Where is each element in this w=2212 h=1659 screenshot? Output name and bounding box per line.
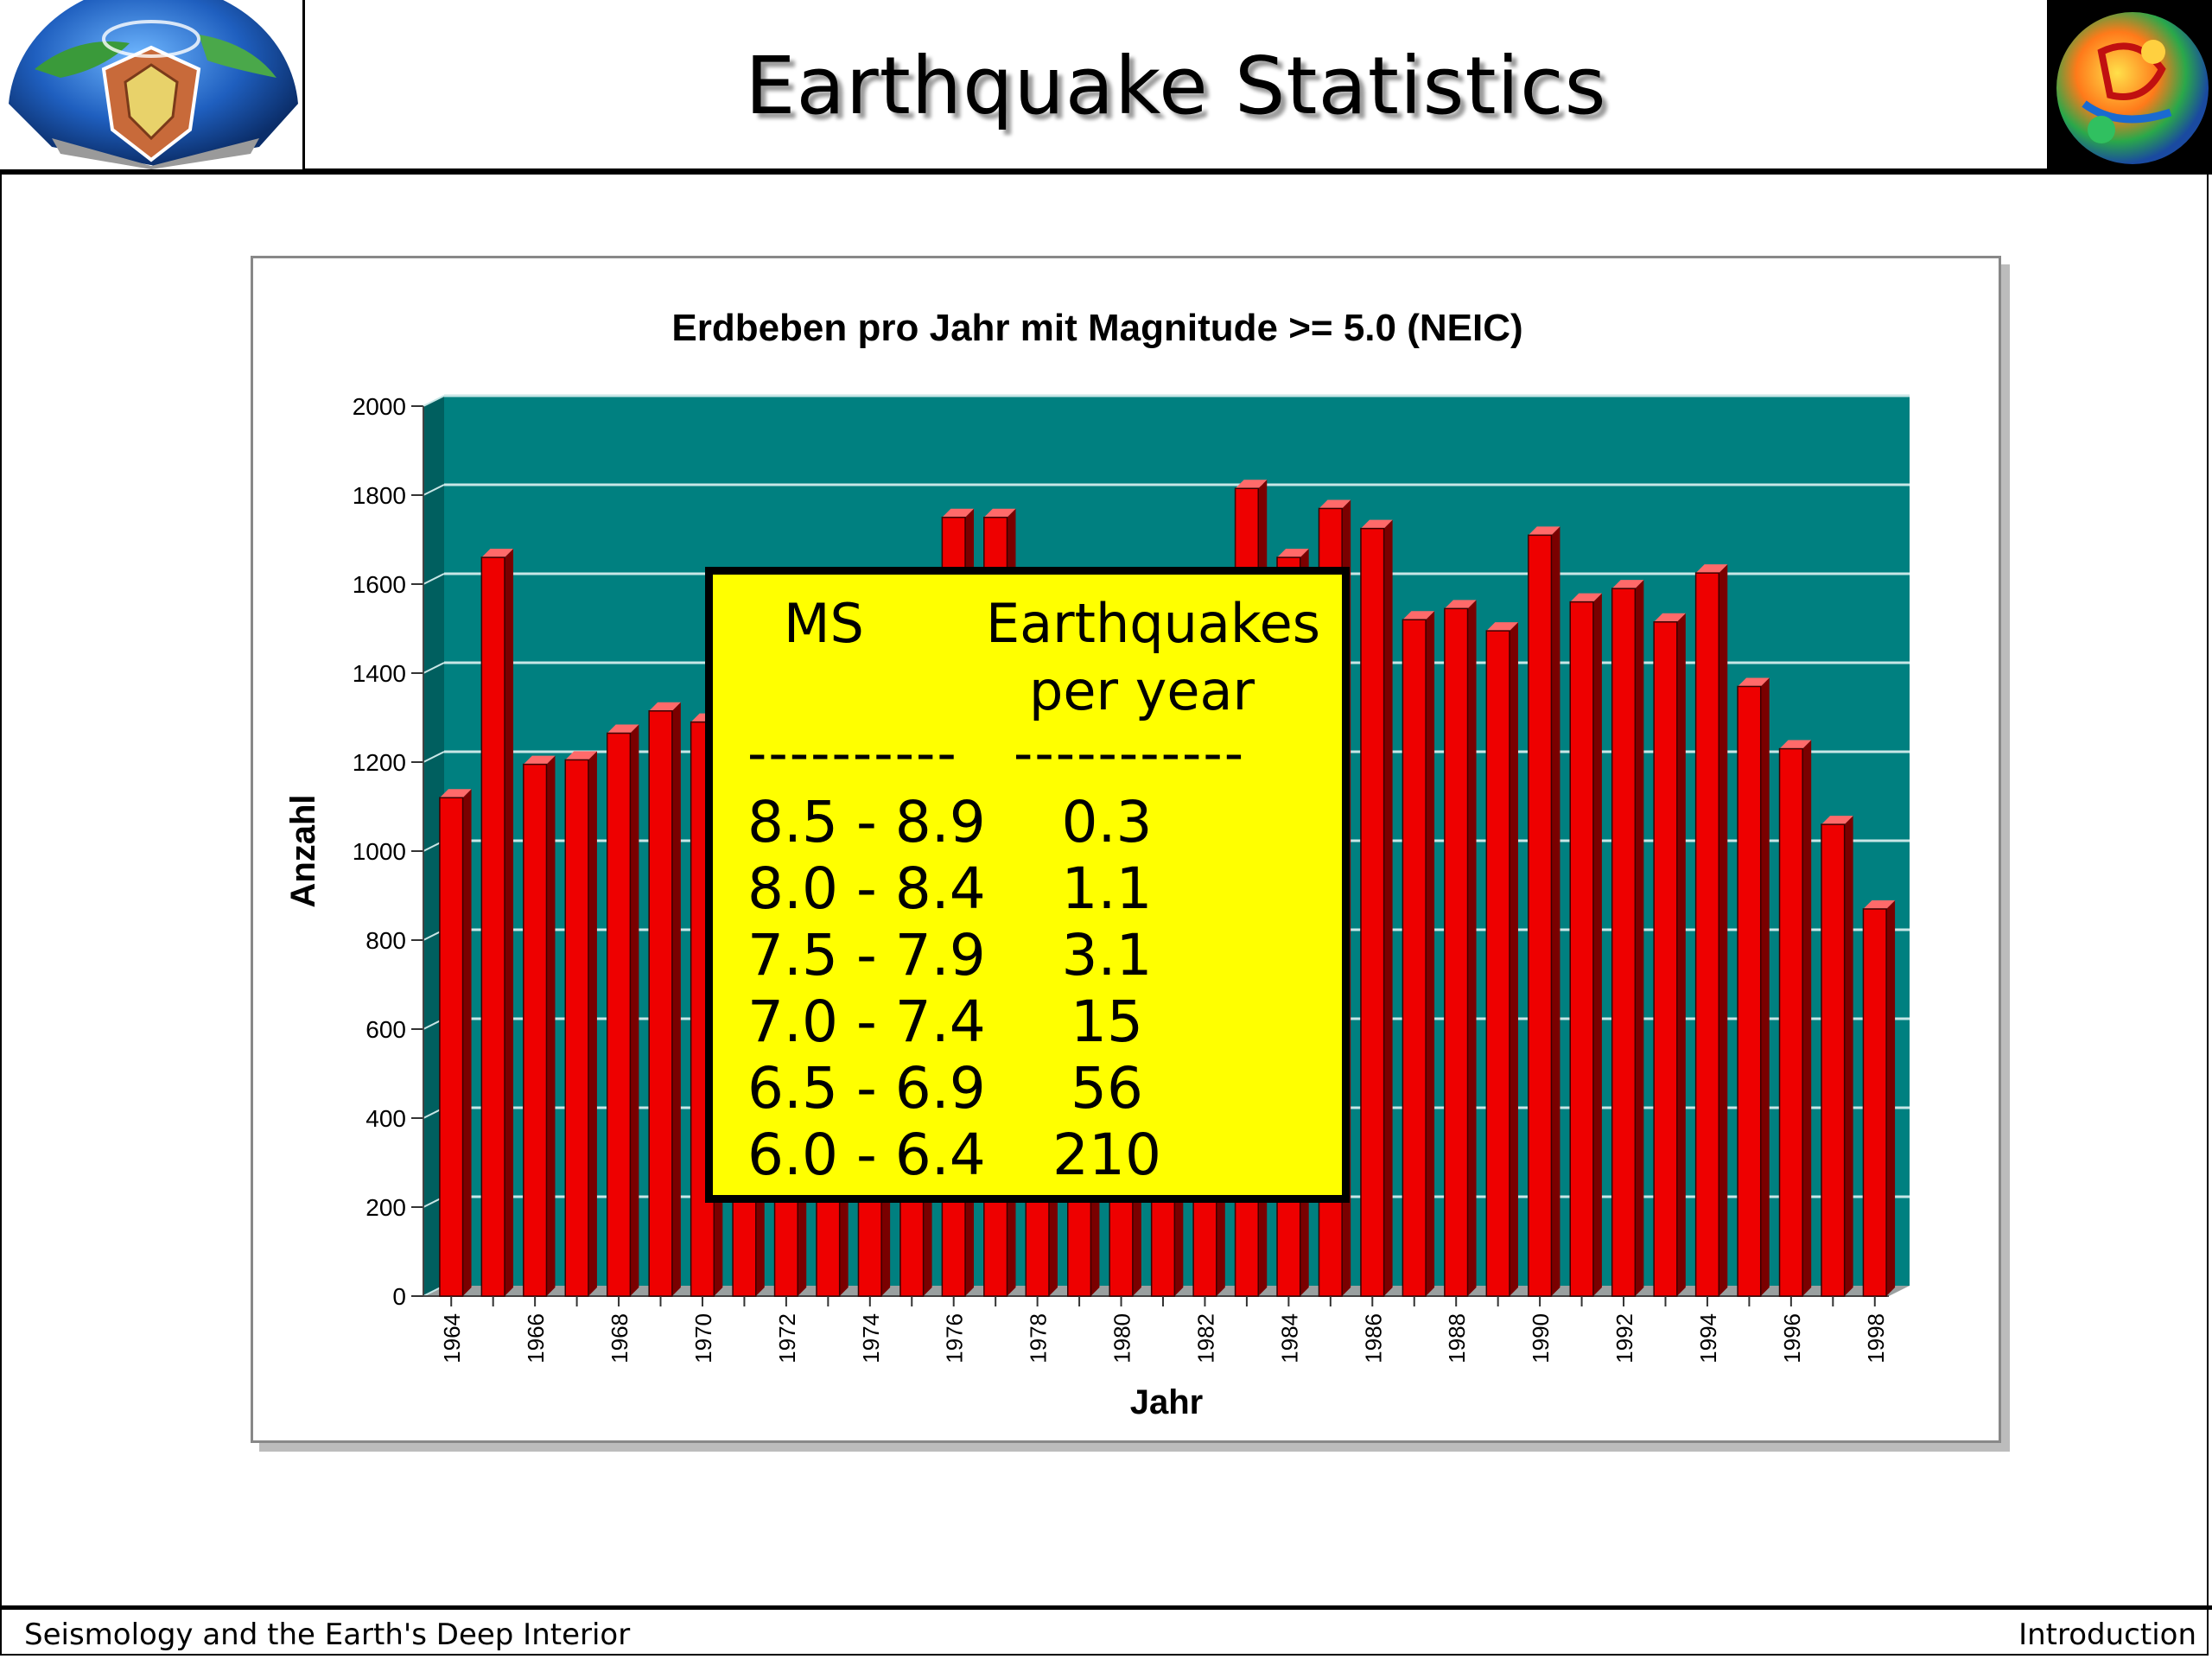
x-tick-label: 1994	[1695, 1313, 1721, 1363]
y-tick-label: 1000	[353, 838, 406, 865]
bar-1991	[1569, 593, 1602, 1297]
table-row-magnitude: 8.0 - 8.4	[747, 855, 986, 922]
x-tick-label: 1974	[858, 1313, 884, 1363]
y-tick-label: 600	[365, 1016, 406, 1043]
bar-1994	[1694, 564, 1728, 1297]
bar-1969	[648, 702, 681, 1297]
bar-1993	[1653, 613, 1686, 1297]
bar-1988	[1444, 600, 1477, 1297]
x-axis-label: Jahr	[1130, 1383, 1204, 1421]
table-divider-left: ----------	[747, 721, 958, 785]
bar-1995	[1737, 677, 1770, 1297]
x-tick-label: 1970	[690, 1313, 716, 1363]
header-box	[302, 0, 2050, 171]
x-tick-label: 1996	[1779, 1313, 1805, 1363]
table-row-per-year: 0.3	[1061, 789, 1153, 855]
y-tick-label: 2000	[353, 393, 406, 420]
table-row-per-year: 56	[1071, 1055, 1143, 1122]
gridline-side	[423, 395, 445, 407]
gridline-side	[423, 573, 445, 585]
footer-course-title: Seismology and the Earth's Deep Interior	[24, 1618, 631, 1652]
gridline-side	[423, 751, 445, 763]
gridline-side	[423, 662, 445, 674]
page-title: Earthquake Statistics	[745, 39, 1607, 132]
y-tick-label: 1800	[353, 482, 406, 509]
bar-1998	[1862, 899, 1896, 1297]
x-tick-label: 1982	[1192, 1313, 1218, 1363]
gridline-side	[423, 484, 445, 496]
y-tick-label: 1400	[353, 660, 406, 687]
x-tick-label: 1968	[607, 1313, 632, 1363]
table-header-earthquakes: Earthquakes	[986, 592, 1321, 655]
table-row-magnitude: 6.0 - 6.4	[747, 1122, 986, 1188]
header-rule	[0, 169, 2212, 175]
y-tick-label: 1200	[353, 749, 406, 776]
bar-1964	[439, 789, 472, 1297]
globe-cutaway-logo	[0, 0, 302, 169]
y-tick-label: 1600	[353, 571, 406, 598]
y-tick-label: 400	[365, 1105, 406, 1132]
table-row-magnitude: 7.0 - 7.4	[747, 988, 986, 1055]
table-row-per-year: 15	[1071, 988, 1143, 1055]
x-tick-label: 1972	[774, 1313, 800, 1363]
x-tick-label: 1976	[942, 1313, 968, 1363]
x-tick-label: 1984	[1276, 1313, 1302, 1363]
table-row-per-year: 3.1	[1061, 922, 1153, 988]
earth-tomography-logo	[2050, 0, 2212, 169]
table-divider-right: -----------	[1014, 721, 1246, 785]
bar-1989	[1485, 622, 1518, 1297]
y-axis-label: Anzahl	[284, 794, 322, 907]
x-tick-label: 1980	[1109, 1313, 1135, 1363]
bar-1987	[1402, 611, 1435, 1297]
chart-title: Erdbeben pro Jahr mit Magnitude >= 5.0 (…	[671, 307, 1522, 349]
y-tick-label: 0	[392, 1283, 406, 1310]
bar-1966	[523, 755, 556, 1297]
table-row-magnitude: 8.5 - 8.9	[747, 789, 986, 855]
bar-1997	[1821, 816, 1853, 1297]
y-tick-label: 800	[365, 927, 406, 954]
table-row-per-year: 1.1	[1061, 855, 1153, 922]
table-row-magnitude: 7.5 - 7.9	[747, 922, 986, 988]
x-tick-label: 1986	[1360, 1313, 1386, 1363]
bar-1967	[564, 751, 597, 1297]
bar-1992	[1611, 580, 1644, 1297]
x-tick-label: 1998	[1863, 1313, 1889, 1363]
footer-section: Introduction	[2018, 1618, 2196, 1652]
x-tick-label: 1990	[1528, 1313, 1554, 1363]
magnitude-frequency-table: MS Earthquakes per year ---------- -----…	[705, 567, 1350, 1203]
x-tick-label: 1964	[439, 1313, 465, 1363]
x-tick-label: 1992	[1611, 1313, 1637, 1363]
table-row-per-year: 210	[1052, 1122, 1161, 1188]
y-tick-label: 200	[365, 1194, 406, 1221]
x-tick-label: 1966	[523, 1313, 549, 1363]
table-header-ms: MS	[784, 592, 864, 655]
x-tick-label: 1978	[1026, 1313, 1052, 1363]
footer-rule	[0, 1605, 2212, 1610]
table-row-magnitude: 6.5 - 6.9	[747, 1055, 986, 1122]
bar-1968	[606, 724, 639, 1297]
x-tick-label: 1988	[1444, 1313, 1470, 1363]
bar-1986	[1360, 519, 1393, 1297]
bar-1990	[1528, 526, 1560, 1297]
table-header-per-year: per year	[1029, 659, 1255, 722]
bar-1965	[480, 549, 514, 1297]
bar-1996	[1778, 740, 1812, 1297]
